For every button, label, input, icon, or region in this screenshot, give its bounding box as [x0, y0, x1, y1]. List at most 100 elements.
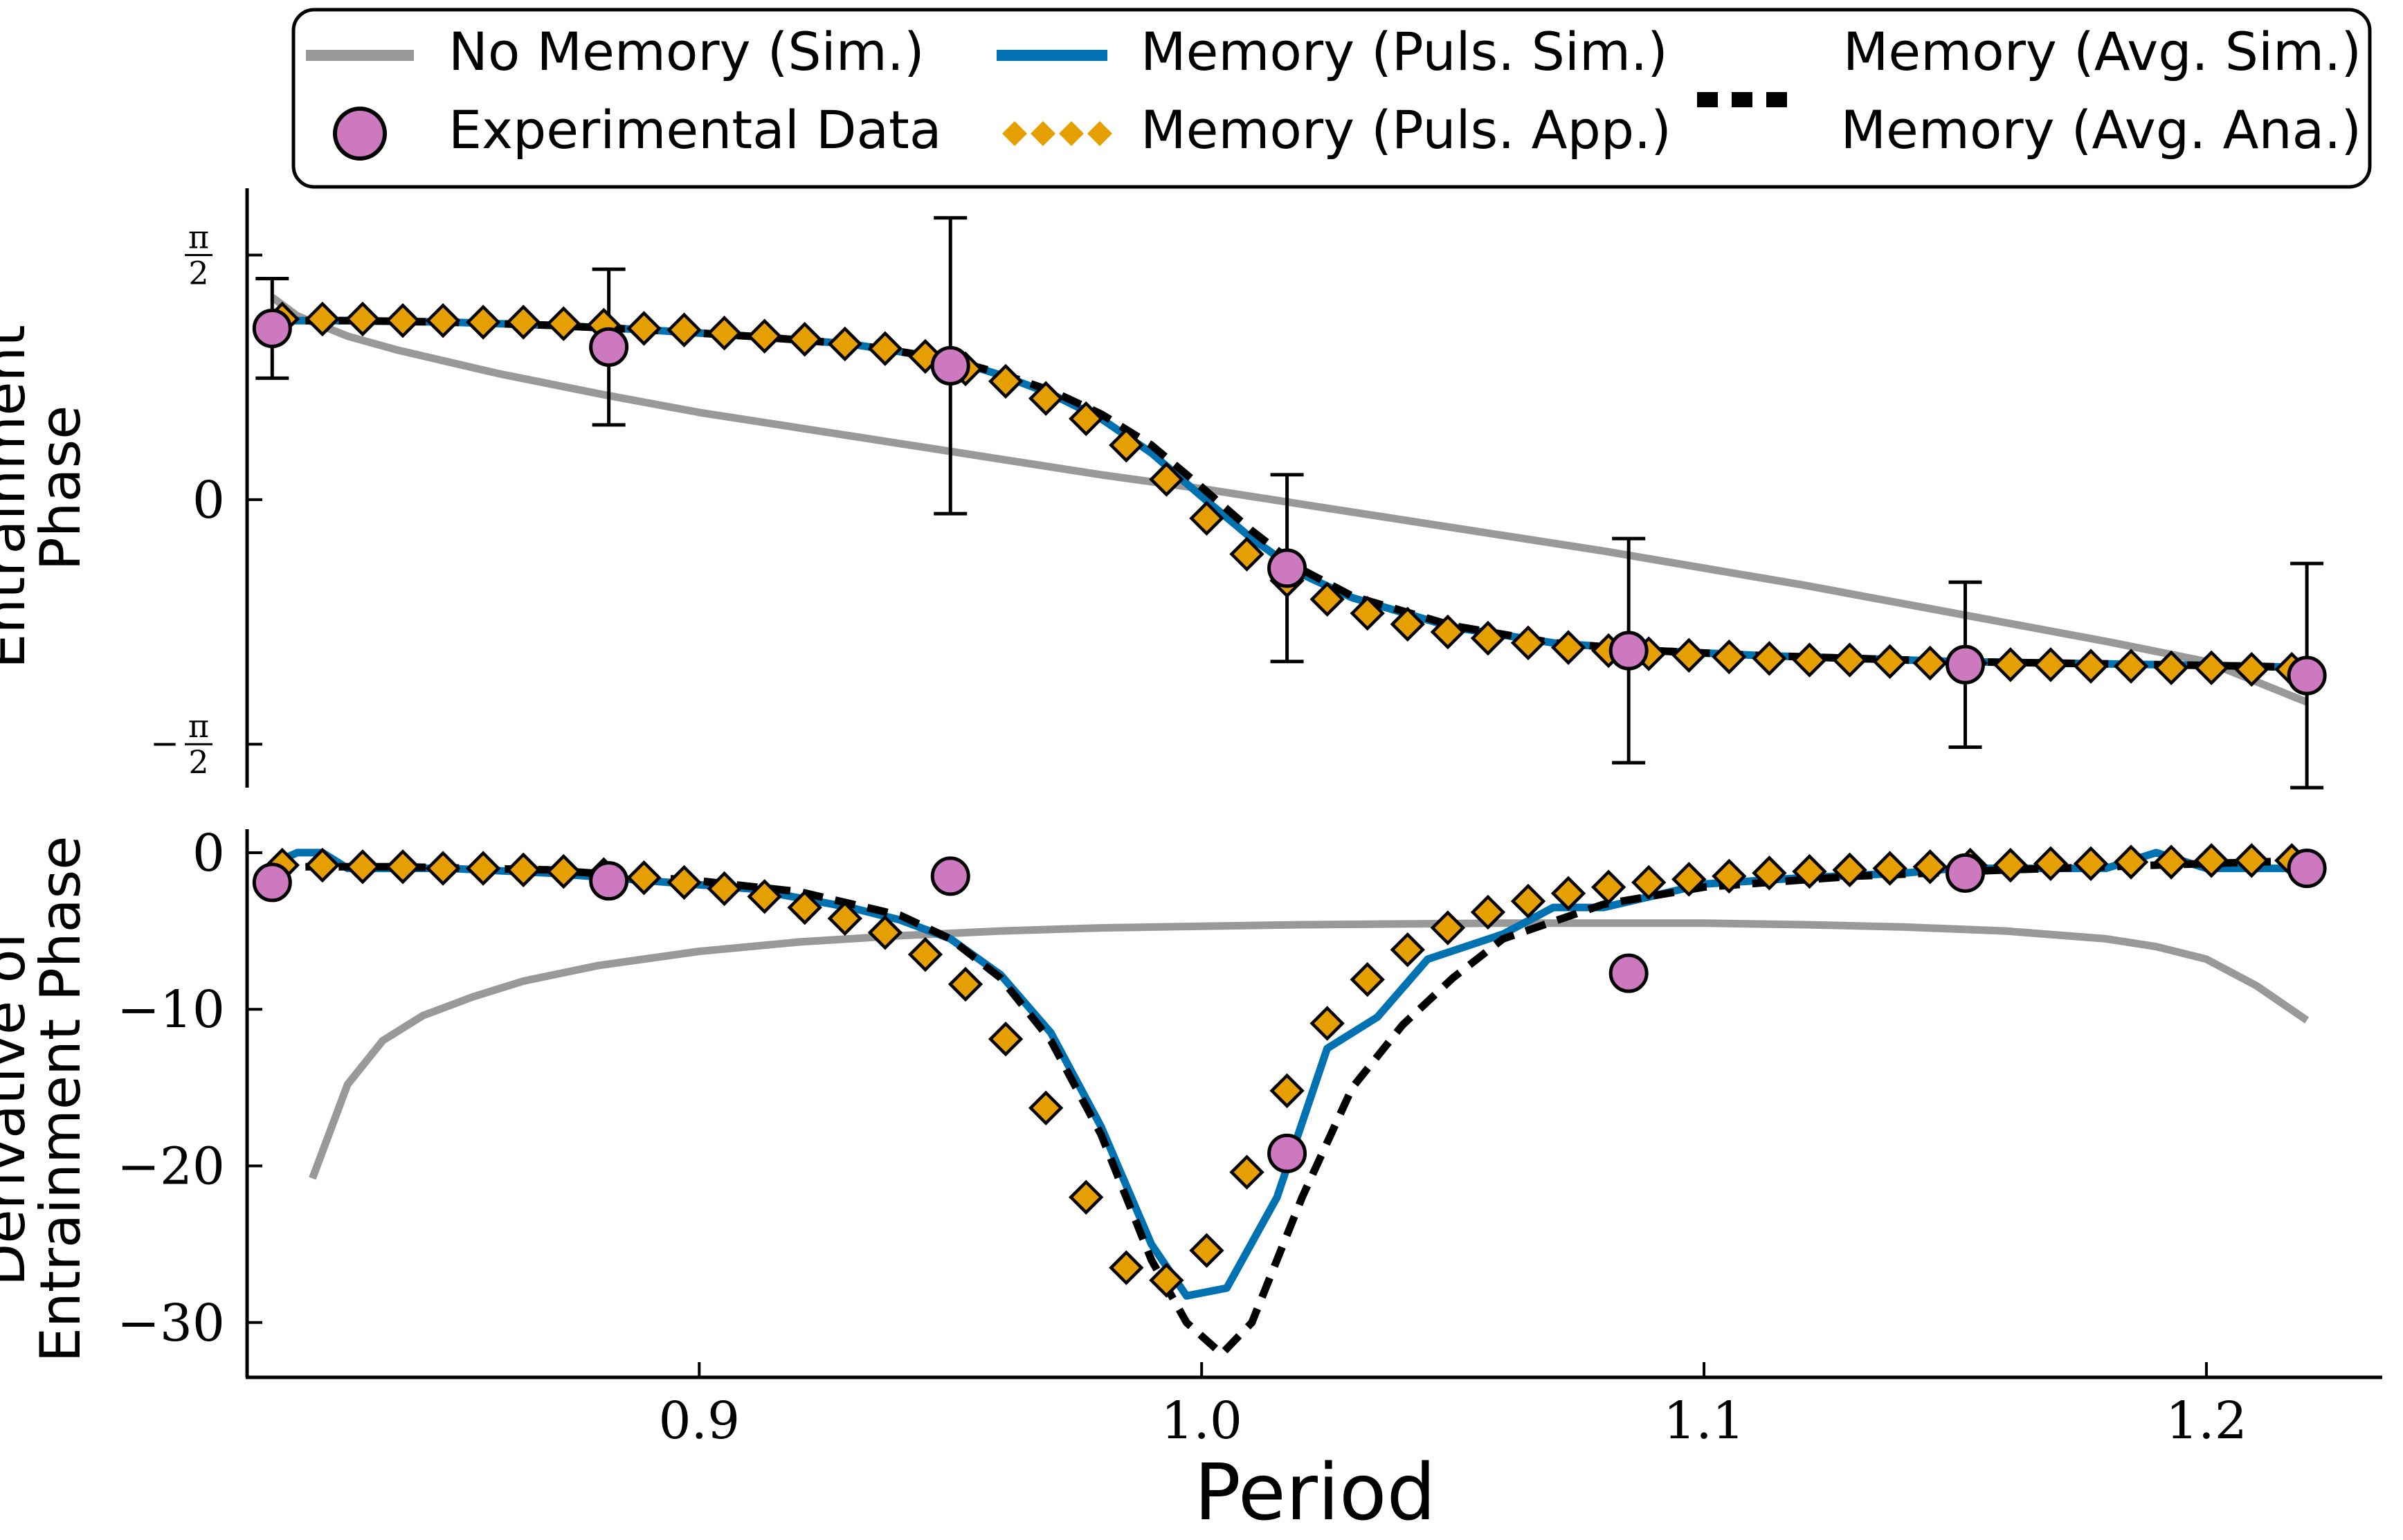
top-point-puls-app: [2153, 650, 2189, 685]
top-point-puls-app: [1470, 620, 1506, 656]
bottom-point-puls-app: [546, 853, 581, 889]
bottom-point-puls-app: [2073, 846, 2109, 881]
top-point-puls-app: [1832, 642, 1867, 678]
bottom-point-puls-app: [1109, 1250, 1144, 1285]
bottom-point-puls-app: [907, 936, 943, 972]
bottom-y-axis-label-line-1: Derivative of: [0, 928, 37, 1286]
bottom-point-puls-app: [1872, 851, 1907, 886]
bottom-ytick-label: −30: [117, 1294, 225, 1353]
bottom-point-puls-app: [1269, 1073, 1305, 1109]
bottom-series-avg: [272, 856, 2307, 1358]
top-point-puls-app: [1390, 606, 1425, 642]
bottom-point-puls-app: [1671, 862, 1707, 897]
top-point-puls-app: [1752, 641, 1787, 676]
top-point-puls-app: [787, 322, 822, 357]
top-point-puls-app: [1028, 381, 1064, 416]
legend-label-avg-ana: Memory (Avg. Ana.): [1840, 99, 2361, 161]
bottom-xtick-label: 1.1: [1663, 1391, 1745, 1451]
legend-label-experimental: Experimental Data: [448, 99, 941, 161]
bottom-point-puls-app: [506, 852, 541, 888]
bottom-point-experimental: [930, 856, 970, 896]
top-point-puls-app: [667, 312, 702, 347]
top-point-experimental: [1608, 631, 1649, 671]
bottom-point-puls-app: [947, 966, 983, 1002]
bottom-point-puls-app: [1510, 883, 1546, 919]
top-point-puls-app: [827, 326, 862, 362]
bottom-xticks: 0.9 1.0 1.1 1.2: [658, 1362, 2247, 1451]
bottom-point-puls-app: [747, 879, 782, 914]
top-point-puls-app: [1350, 595, 1385, 631]
top-point-puls-app: [626, 311, 662, 346]
top-point-puls-app: [506, 305, 541, 340]
legend-swatch-avg: [1697, 92, 1787, 107]
bottom-xtick-label: 1.0: [1161, 1391, 1242, 1451]
bottom-point-puls-app: [345, 849, 381, 885]
top-point-puls-app: [1189, 500, 1224, 536]
top-point-puls-app: [1912, 645, 1948, 681]
bottom-point-puls-app: [988, 1022, 1024, 1057]
bottom-yticks: 0 −10 −20 −30: [117, 824, 262, 1353]
top-point-experimental: [2287, 655, 2327, 696]
top-point-puls-app: [2033, 647, 2069, 682]
bottom-point-puls-app: [305, 847, 341, 883]
top-ytick-label-sign: −: [150, 723, 179, 763]
bottom-xtick-label: 0.9: [658, 1391, 740, 1451]
top-point-puls-app: [747, 318, 782, 354]
legend-label-avg-sim: Memory (Avg. Sim.): [1843, 21, 2361, 82]
top-series-puls-sim: [272, 316, 2307, 672]
bottom-point-puls-app: [1550, 876, 1586, 911]
top-point-puls-app: [2234, 651, 2269, 687]
bottom-point-puls-app: [2113, 844, 2149, 880]
top-series-no-memory: [270, 294, 2309, 706]
top-ytick-label-denominator: 2: [188, 255, 208, 292]
bottom-point-puls-app: [667, 864, 702, 900]
top-point-puls-app: [345, 301, 381, 337]
bottom-point-puls-app: [2234, 843, 2269, 878]
bottom-point-puls-app: [1912, 849, 1948, 885]
top-point-puls-app: [1510, 625, 1546, 660]
top-point-puls-app: [2113, 649, 2149, 684]
top-point-puls-app: [2073, 649, 2109, 684]
top-point-puls-app: [1712, 639, 1747, 675]
top-point-experimental: [1267, 548, 1307, 588]
bottom-point-experimental: [1608, 953, 1649, 993]
top-point-puls-app: [2194, 650, 2229, 685]
bottom-point-puls-app: [1028, 1090, 1064, 1125]
bottom-point-puls-app: [2194, 843, 2229, 878]
bottom-point-puls-app: [867, 915, 903, 950]
bottom-point-puls-app: [626, 860, 662, 896]
top-point-puls-app: [988, 363, 1024, 399]
legend-frame: [291, 8, 2372, 189]
top-series-avg: [272, 316, 2307, 672]
bottom-ytick-label: −20: [117, 1137, 225, 1197]
top-point-puls-app: [1550, 630, 1586, 665]
bottom-point-puls-app: [1229, 1154, 1264, 1190]
top-point-puls-app: [546, 306, 581, 341]
bottom-point-experimental: [589, 861, 629, 901]
top-point-puls-app: [425, 303, 461, 338]
bottom-point-puls-app: [1189, 1233, 1224, 1268]
legend-label-puls-app: Memory (Puls. App.): [1141, 99, 1671, 161]
top-point-puls-app: [867, 331, 903, 366]
bottom-series-no-memory: [309, 919, 2310, 1180]
top-point-puls-app: [1229, 536, 1264, 572]
top-point-experimental: [589, 327, 629, 367]
bottom-point-puls-app: [385, 849, 421, 885]
bottom-point-puls-app: [1390, 932, 1425, 968]
bottom-point-puls-app: [1590, 869, 1626, 905]
bottom-point-puls-app: [827, 900, 862, 936]
legend-swatch-experimental: [333, 107, 387, 161]
bottom-point-puls-app: [1149, 1262, 1184, 1298]
top-point-experimental: [930, 345, 970, 386]
top-ytick-label: 0: [192, 471, 225, 530]
top-point-puls-app: [1671, 637, 1707, 673]
bottom-ytick-label: −10: [117, 980, 225, 1040]
top-point-puls-app: [1149, 462, 1184, 497]
top-y-axis-label-line-2: Phase: [28, 406, 93, 571]
bottom-point-puls-app: [787, 889, 822, 925]
top-point-puls-app: [305, 301, 341, 337]
top-ytick-label-numerator: π: [188, 219, 209, 256]
